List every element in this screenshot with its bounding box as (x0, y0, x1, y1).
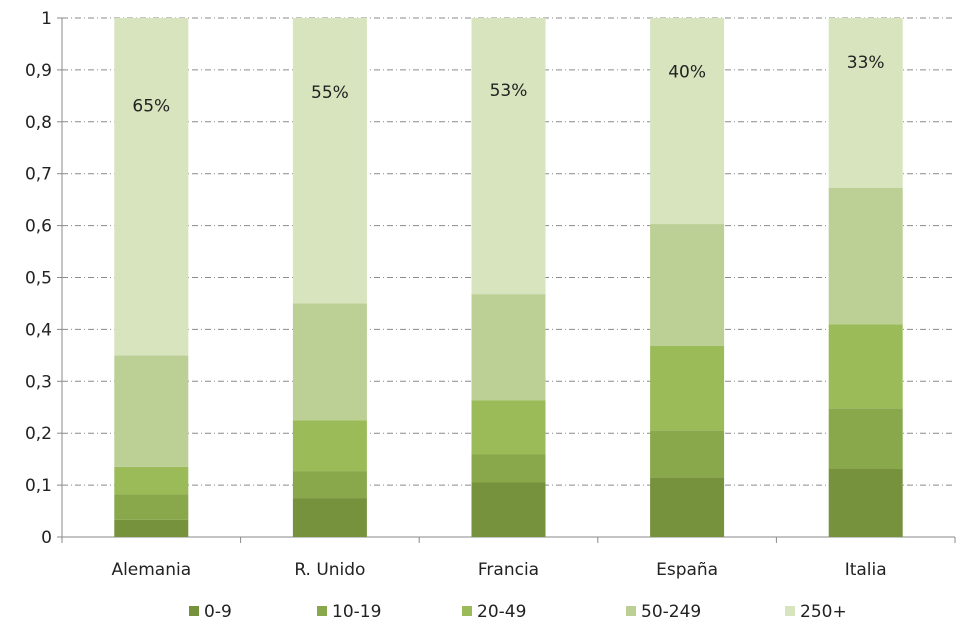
x-category-label: Francia (478, 560, 539, 580)
bar-segment (292, 18, 367, 304)
legend: 0-9 10-19 20-49 50-249 250+ (189, 602, 847, 622)
x-category-label: Alemania (111, 560, 191, 580)
bar-segment (471, 294, 546, 401)
bar-segment (114, 494, 189, 520)
bar-segment (114, 18, 189, 356)
y-tick-label: 0,4 (25, 320, 52, 340)
legend-swatch (626, 606, 636, 616)
data-label: 33% (847, 53, 885, 73)
bar-segment (292, 498, 367, 537)
bar-segment (114, 519, 189, 537)
data-label: 53% (490, 81, 528, 101)
bar-segment (292, 471, 367, 499)
bar-series (114, 18, 903, 537)
legend-label: 50-249 (641, 602, 701, 622)
bar-segment (471, 18, 546, 295)
bar-segment (650, 224, 725, 347)
data-label: 55% (311, 83, 349, 103)
y-tick-label: 0,2 (25, 424, 52, 444)
bar-segment (471, 400, 546, 455)
y-tick-label: 0,9 (25, 61, 52, 81)
bar-segment (471, 454, 546, 483)
bar-segment (650, 430, 725, 478)
bar-segment (650, 18, 725, 225)
bar-segment (292, 420, 367, 472)
x-category-label: R. Unido (294, 560, 365, 580)
bar-segment (114, 355, 189, 467)
legend-label: 20-49 (477, 602, 526, 622)
y-tick-label: 0,8 (25, 113, 52, 133)
y-tick-label: 0,6 (25, 217, 52, 237)
legend-swatch (189, 606, 199, 616)
bar-segment (828, 187, 903, 325)
bar-segment (292, 303, 367, 421)
bar-segment (650, 477, 725, 537)
x-category-label: Italia (845, 560, 887, 580)
x-category-label: España (656, 560, 718, 580)
data-labels: 65% 55% 53% 40% 33% (132, 53, 884, 117)
legend-label: 10-19 (332, 602, 381, 622)
y-tick-label: 0,1 (25, 476, 52, 496)
axes: 0 0,1 0,2 0,3 0,4 0,5 0,6 0,7 0,8 0,9 1 Alemania R. … (25, 9, 956, 580)
y-tick-label: 0,7 (25, 165, 52, 185)
bar-segment (828, 18, 903, 188)
bar-segment (114, 466, 189, 495)
legend-swatch (317, 606, 327, 616)
legend-swatch (462, 606, 472, 616)
data-label: 40% (668, 63, 706, 83)
y-tick-label: 0,5 (25, 269, 52, 289)
y-tick-label: 0 (41, 528, 52, 548)
legend-swatch (785, 606, 795, 616)
bar-segment (828, 324, 903, 409)
bar-segment (650, 346, 725, 431)
y-tick-label: 1 (41, 9, 52, 29)
bar-segment (828, 469, 903, 537)
legend-label: 0-9 (204, 602, 232, 622)
y-tick-label: 0,3 (25, 372, 52, 392)
data-label: 65% (132, 97, 170, 117)
bar-segment (828, 408, 903, 470)
bar-segment (471, 482, 546, 537)
legend-label: 250+ (800, 602, 847, 622)
